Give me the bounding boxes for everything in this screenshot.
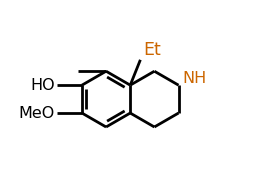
- Text: NH: NH: [182, 71, 207, 86]
- Text: Et: Et: [143, 41, 161, 59]
- Text: MeO: MeO: [18, 106, 55, 121]
- Text: HO: HO: [30, 78, 55, 93]
